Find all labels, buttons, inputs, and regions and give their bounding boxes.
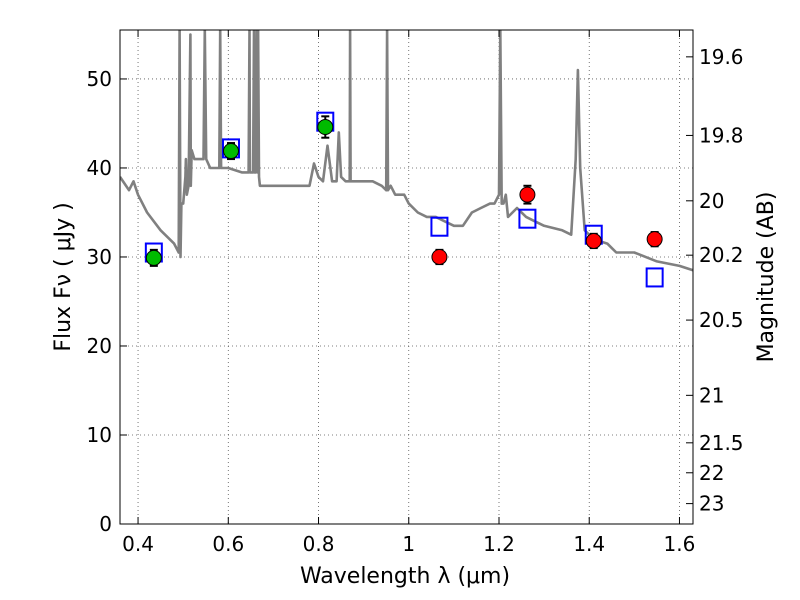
mag-tick-label: 20.5 (699, 308, 744, 332)
mag-tick-label: 19.8 (699, 123, 744, 147)
data-point (519, 186, 536, 203)
y-tick-label: 10 (87, 423, 112, 447)
x-tick-label: 0.4 (122, 532, 154, 556)
x-tick-label: 1.2 (483, 532, 515, 556)
data-point (646, 231, 663, 248)
axes: 0.4 0.6 0.8 1 1.2 1.4 1.6 0 10 20 30 40 50 19.6 19.8 20… (87, 30, 744, 556)
data-point (222, 143, 239, 160)
y-tick-label: 0 (99, 512, 112, 536)
model-square-marker (430, 216, 449, 237)
model-square-marker (518, 208, 537, 229)
y-tick-label: 50 (87, 67, 112, 91)
data-point (145, 249, 162, 266)
data-point (585, 232, 602, 249)
y-tick-label: 30 (87, 245, 112, 269)
data-point (317, 119, 334, 136)
model-square-marker (645, 267, 664, 288)
x-tick-label: 1 (402, 532, 415, 556)
y-tick-label: 20 (87, 334, 112, 358)
mag-tick-label: 21 (699, 383, 724, 407)
x-tick-label: 0.8 (303, 532, 335, 556)
x-tick-label: 1.6 (664, 532, 696, 556)
mag-tick-label: 21.5 (699, 431, 744, 455)
mag-tick-label: 20.2 (699, 243, 744, 267)
data-point (431, 248, 448, 265)
y-axis-label: Flux Fν ( μJy ) (51, 202, 76, 351)
data-layer (120, 30, 693, 288)
plot-frame (119, 29, 694, 525)
spectrum-line (120, 30, 693, 272)
mag-tick-label: 19.6 (699, 45, 744, 69)
mag-tick-label: 23 (699, 492, 724, 516)
x-axis-label: Wavelength λ (μm) (300, 564, 510, 589)
mag-tick-label: 20 (699, 189, 724, 213)
x-tick-label: 1.4 (573, 532, 605, 556)
y-axis-right-label: Magnitude (AB) (754, 192, 779, 363)
mag-tick-label: 22 (699, 461, 724, 485)
x-tick-label: 0.6 (212, 532, 244, 556)
y-tick-label: 40 (87, 156, 112, 180)
